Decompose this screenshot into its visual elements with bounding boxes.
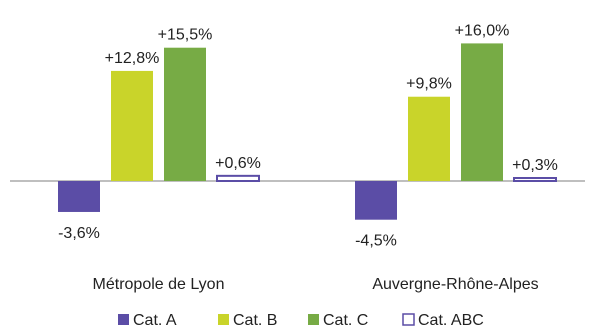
legend: Cat. A Cat. B Cat. C Cat. ABC (118, 312, 484, 329)
legend-swatch (308, 314, 319, 325)
legend-swatch (218, 314, 229, 325)
value-label: +12,8% (105, 50, 160, 67)
bar-cat-b-0 (111, 70, 153, 181)
bar-cat-a-1 (355, 181, 397, 220)
value-label: +16,0% (455, 22, 510, 39)
value-label: -4,5% (355, 233, 397, 250)
legend-label: Cat. ABC (418, 312, 484, 329)
legend-label: Cat. B (233, 312, 277, 329)
value-label: +0,3% (512, 157, 558, 174)
legend-label: Cat. C (323, 312, 368, 329)
bars-layer (58, 43, 557, 220)
bar-cat-abc-0 (216, 174, 260, 182)
category-label: Auvergne-Rhône-Alpes (372, 276, 538, 293)
value-labels-layer: -3,6% +12,8% +15,5% +0,6% -4,5% +9,8% +16,0% +0… (58, 22, 558, 249)
bar-cat-a-0 (58, 181, 100, 212)
value-label: +0,6% (215, 155, 261, 172)
bar-cat-abc-1 (513, 177, 557, 182)
value-label: +15,5% (158, 27, 213, 44)
value-label: -3,6% (58, 225, 100, 242)
bar-cat-b-1 (408, 96, 450, 181)
legend-swatch (402, 313, 415, 326)
bar-cat-c-0 (164, 47, 206, 182)
value-label: +9,8% (406, 76, 452, 93)
bar-cat-c-1 (461, 43, 503, 182)
legend-swatch (118, 314, 129, 325)
category-label: Métropole de Lyon (93, 276, 225, 293)
legend-label: Cat. A (133, 312, 177, 329)
category-labels-layer: Métropole de Lyon Auvergne-Rhône-Alpes (93, 276, 539, 293)
